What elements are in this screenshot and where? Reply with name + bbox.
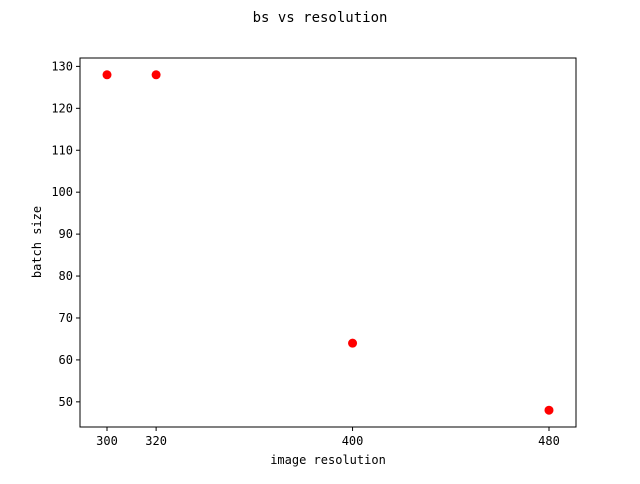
y-axis-ticks: 50 60 70 80 90 100 110 120 130 [51,59,80,409]
data-point [544,405,554,415]
data-points [102,70,554,415]
x-tick-label: 320 [145,434,167,448]
y-tick-label: 130 [51,59,73,73]
y-tick-label: 50 [59,395,73,409]
data-point [102,70,112,80]
x-tick-label: 480 [538,434,560,448]
y-tick-label: 60 [59,353,73,367]
y-axis-label: batch size [30,206,44,278]
y-tick-label: 90 [59,227,73,241]
y-tick-label: 110 [51,143,73,157]
plot-area-frame [79,57,577,428]
x-tick-label: 300 [96,434,118,448]
y-tick-label: 100 [51,185,73,199]
x-tick-label: 400 [342,434,364,448]
data-point [151,70,161,80]
y-tick-label: 70 [59,311,73,325]
y-tick-label: 80 [59,269,73,283]
data-point [348,338,358,348]
x-axis-label: image resolution [270,453,386,467]
y-tick-label: 120 [51,101,73,115]
x-axis-ticks: 300 320 400 480 [96,427,560,448]
chart-title: bs vs resolution [253,10,388,26]
